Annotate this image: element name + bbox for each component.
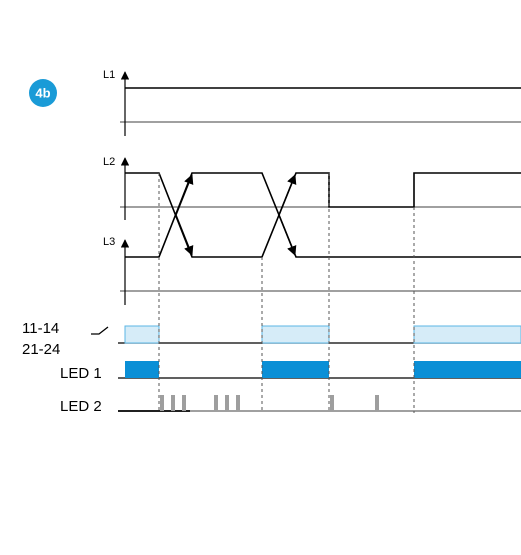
led2-blink <box>214 395 218 411</box>
signal-led2: LED 2 <box>60 395 521 415</box>
led2-blink <box>330 395 334 411</box>
label-contacts-top: 11-14 <box>22 320 59 337</box>
crossing-arrow-1-down <box>175 214 194 256</box>
led2-blink <box>160 395 164 411</box>
label-l1: L1 <box>103 69 115 81</box>
contacts-on-1 <box>124 325 160 344</box>
contacts-on-3 <box>413 325 521 344</box>
led2-blink <box>182 395 186 411</box>
crossing-arrows <box>175 174 297 256</box>
led2-blink <box>236 395 240 411</box>
signal-led1: LED 1 <box>60 361 521 382</box>
label-contacts-bottom: 21-24 <box>22 341 60 358</box>
crossing-arrow-2-down <box>278 214 297 256</box>
switch-contact-icon <box>91 326 109 335</box>
signal-contacts: 11-14 21-24 <box>22 320 521 358</box>
label-led1: LED 1 <box>60 365 102 382</box>
contacts-on-2 <box>261 325 330 344</box>
label-l2: L2 <box>103 156 115 168</box>
l2-waveform <box>125 172 521 258</box>
signal-l3: L3 <box>103 172 521 305</box>
badge-circle <box>29 79 57 107</box>
badge-label: 4b <box>35 86 50 101</box>
crossing-arrow-2-up <box>278 174 297 216</box>
label-l3: L3 <box>103 236 115 248</box>
crossing-arrow-1-up <box>175 174 194 216</box>
led2-blink <box>171 395 175 411</box>
time-markers <box>158 173 415 413</box>
label-led2: LED 2 <box>60 398 102 415</box>
led1-on-2 <box>262 361 329 378</box>
led2-blink <box>225 395 229 411</box>
signal-l1: L1 <box>103 69 521 136</box>
led2-blink <box>375 395 379 411</box>
led1-on-1 <box>125 361 159 378</box>
l3-waveform <box>125 172 521 258</box>
led1-on-3 <box>414 361 521 378</box>
figure-badge: 4b <box>29 79 57 107</box>
